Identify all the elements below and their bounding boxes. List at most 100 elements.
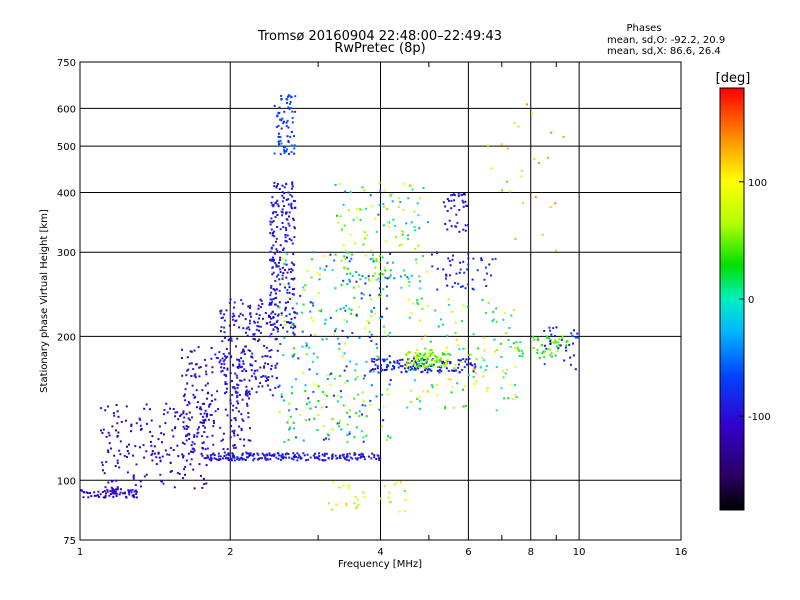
data-point [502,318,505,321]
data-point [275,211,277,214]
data-point [370,339,373,342]
data-point [356,457,359,460]
data-point [129,489,132,492]
data-point [243,350,245,353]
data-point [290,261,293,264]
data-point [206,382,209,385]
data-point [355,315,358,317]
data-point [303,289,306,292]
data-point [277,305,280,308]
data-point [378,255,381,257]
data-point [336,457,339,459]
data-point [260,376,263,378]
data-point [466,268,468,271]
data-point [444,405,447,408]
data-point [454,332,457,335]
data-point [456,382,459,385]
data-point [223,331,226,334]
data-point [338,425,341,428]
data-point [542,350,545,353]
data-point [458,348,461,351]
data-point [464,229,467,232]
data-point [276,288,278,291]
data-point [264,375,267,378]
data-point [308,401,311,404]
data-point [385,366,388,368]
data-point [269,294,272,297]
data-point [195,389,198,392]
data-point [396,359,399,362]
data-point [407,362,410,364]
data-point [429,368,431,371]
data-point [195,363,197,366]
data-point [338,347,341,350]
data-point [220,439,223,442]
data-point [130,491,133,494]
data-point [432,365,435,368]
data-point [412,363,415,366]
data-point [343,255,346,258]
data-point [475,358,478,361]
data-point [355,280,358,283]
data-point [299,294,302,297]
data-point [472,288,475,291]
data-point [221,357,224,360]
data-point [521,355,524,358]
data-point [290,326,292,329]
data-point [418,362,421,365]
data-point [270,286,273,289]
data-point [280,127,283,130]
data-point [388,383,391,386]
data-point [449,378,452,381]
data-point [291,269,294,272]
data-point [385,368,388,371]
data-point [223,313,226,316]
data-point [208,403,211,406]
data-point [458,209,461,211]
data-point [107,449,109,452]
data-point [281,455,284,458]
data-point [408,284,411,287]
data-point [284,456,287,459]
data-point [275,377,278,380]
data-point [316,356,319,359]
data-point [248,379,251,382]
data-point [314,452,316,455]
data-point [377,213,380,216]
data-point [272,211,275,213]
data-point [281,274,284,277]
data-point [251,352,254,355]
data-point [278,144,281,147]
data-point [179,415,182,417]
data-point [103,490,106,493]
data-point [268,452,271,455]
data-point [350,312,353,315]
data-point [288,409,291,412]
data-point [399,365,402,367]
data-point [230,457,233,460]
data-point [274,240,277,243]
data-point [229,399,232,402]
data-point [435,251,438,254]
data-point [354,495,357,498]
data-point [368,336,371,339]
data-point [270,285,273,287]
data-point [400,481,402,484]
data-point [189,463,192,466]
data-point [531,112,534,115]
data-point [178,472,181,475]
data-point [416,299,419,302]
data-point [201,486,204,489]
data-point [263,366,266,369]
data-point [239,379,242,382]
data-point [402,230,405,233]
data-point [155,463,158,466]
data-point [355,313,358,316]
data-point [277,140,280,143]
data-point [380,425,383,428]
data-point [234,320,237,323]
data-point [203,483,206,486]
data-point [446,284,449,287]
data-point [485,311,487,314]
data-point [450,207,453,210]
